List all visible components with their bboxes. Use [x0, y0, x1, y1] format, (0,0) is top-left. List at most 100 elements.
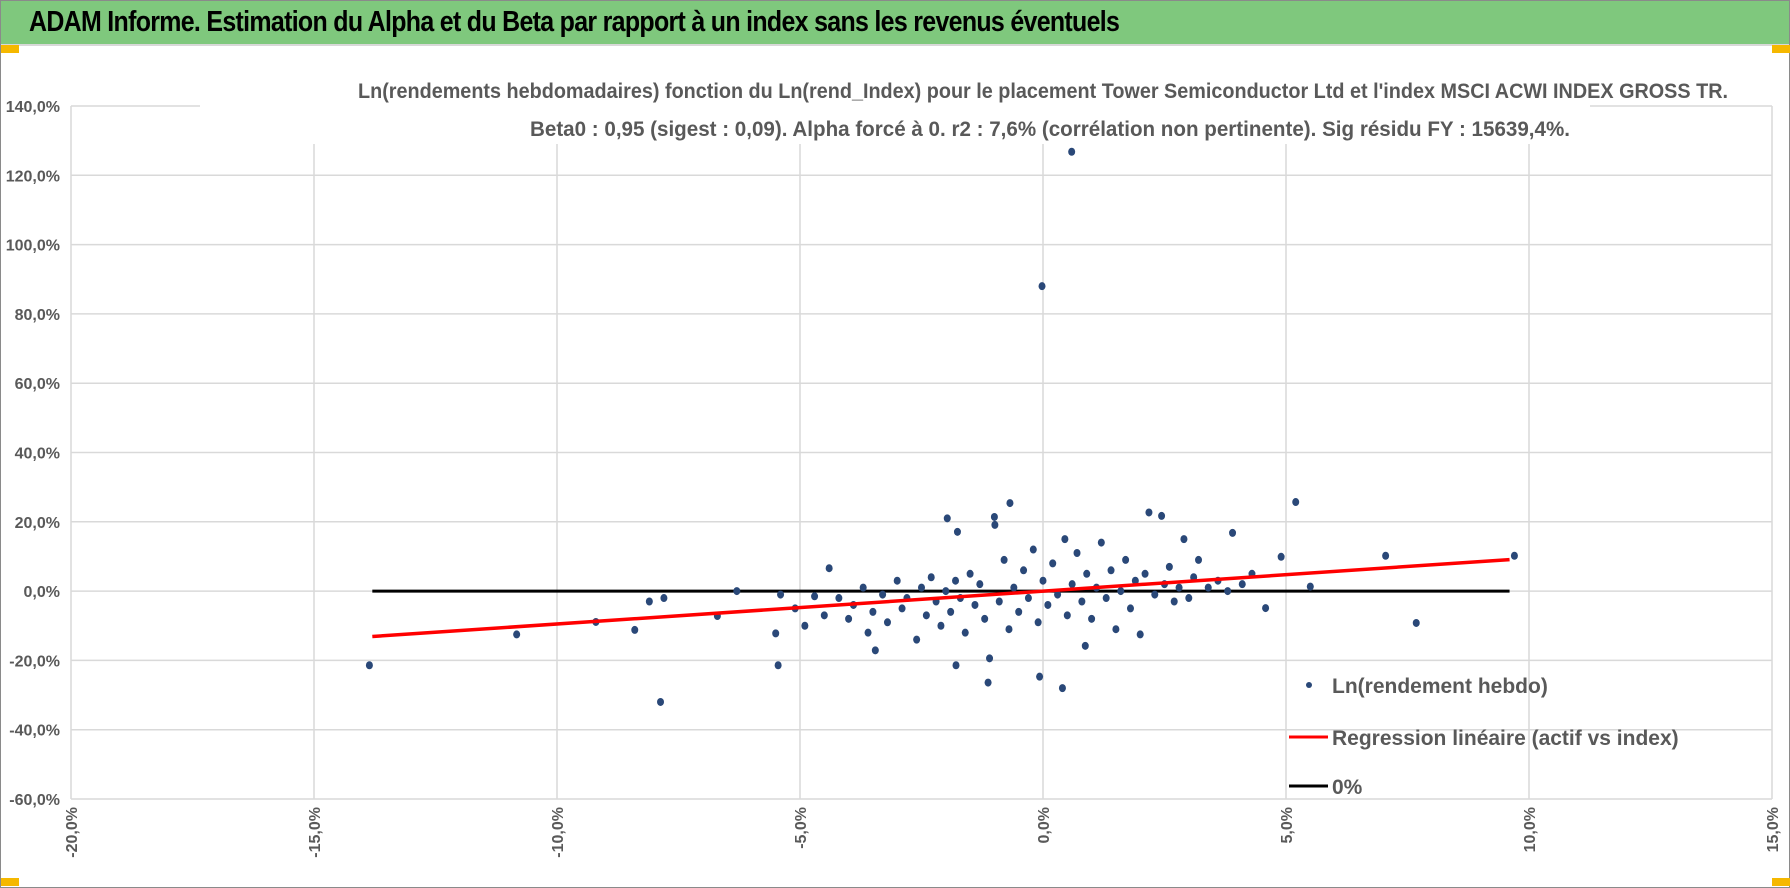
- title-background: [200, 78, 1590, 144]
- data-point: [1020, 566, 1028, 575]
- x-tick-label: 15,0%: [1765, 807, 1782, 852]
- data-point: [952, 576, 960, 585]
- data-point: [952, 661, 960, 670]
- data-point: [898, 604, 906, 613]
- data-point: [1141, 569, 1149, 578]
- data-point: [937, 621, 945, 630]
- data-point: [1195, 555, 1203, 564]
- data-point: [984, 678, 992, 687]
- data-point: [922, 611, 930, 620]
- data-point: [1229, 528, 1237, 537]
- data-point: [845, 614, 853, 623]
- legend-label-regression: Regression linéaire (actif vs index): [1332, 727, 1679, 750]
- data-point: [1044, 600, 1052, 609]
- data-point: [990, 512, 998, 521]
- x-tick-label: 10,0%: [1522, 807, 1539, 852]
- data-point: [942, 587, 950, 596]
- data-point: [1068, 147, 1076, 156]
- data-point: [871, 646, 879, 655]
- data-point: [1049, 559, 1057, 568]
- data-point: [966, 569, 974, 578]
- data-point: [1112, 625, 1120, 634]
- data-point: [1238, 580, 1246, 589]
- data-point: [1005, 625, 1013, 634]
- data-point: [1061, 535, 1069, 544]
- y-tick-label: 100,0%: [6, 238, 60, 255]
- data-point: [777, 590, 785, 599]
- data-point: [513, 630, 521, 639]
- data-point: [1126, 604, 1134, 613]
- data-point: [1131, 576, 1139, 585]
- data-point: [1170, 597, 1178, 606]
- legend-label-points: Ln(rendement hebdo): [1332, 675, 1548, 698]
- data-point: [1088, 614, 1096, 623]
- legend: Ln(rendement hebdo) Regression linéaire …: [1289, 675, 1679, 799]
- data-point: [1000, 555, 1008, 564]
- data-point: [1510, 551, 1518, 560]
- y-tick-label: 60,0%: [15, 376, 60, 393]
- x-tick-label: 5,0%: [1279, 807, 1296, 843]
- data-point: [1151, 590, 1159, 599]
- data-point: [1136, 630, 1144, 639]
- corner-marker: [1, 45, 19, 53]
- data-point: [1165, 562, 1173, 571]
- data-point: [1010, 583, 1018, 592]
- x-tick-label: -5,0%: [793, 807, 810, 849]
- x-tick-label: -15,0%: [307, 807, 324, 858]
- data-point: [1185, 594, 1193, 603]
- data-point: [1068, 580, 1076, 589]
- data-point: [953, 527, 961, 536]
- x-tick-label: -10,0%: [550, 807, 567, 858]
- y-tick-label: 120,0%: [6, 168, 60, 185]
- data-point: [1292, 498, 1300, 507]
- y-tick-label: 40,0%: [15, 446, 60, 463]
- data-point: [733, 587, 741, 596]
- data-point: [918, 583, 925, 592]
- data-point: [1006, 499, 1014, 508]
- y-tick-label: -20,0%: [9, 653, 60, 670]
- data-point: [971, 600, 979, 609]
- data-point: [883, 618, 891, 627]
- data-point: [893, 576, 901, 585]
- data-point: [811, 592, 819, 601]
- regression-line: [372, 557, 1510, 639]
- data-point: [995, 597, 1003, 606]
- data-point: [1015, 607, 1023, 616]
- data-point: [986, 654, 994, 663]
- data-point: [774, 661, 782, 670]
- data-point: [1097, 538, 1105, 547]
- data-point: [1122, 555, 1130, 564]
- data-point: [1204, 583, 1212, 592]
- data-point: [1102, 594, 1110, 603]
- data-point: [645, 597, 653, 606]
- report-header: ADAM Informe. Estimation du Alpha et du …: [1, 1, 1789, 46]
- data-point: [961, 628, 969, 637]
- data-point: [1145, 508, 1153, 517]
- data-point: [1039, 576, 1047, 585]
- data-point: [660, 594, 668, 603]
- corner-marker: [1772, 878, 1790, 886]
- data-point: [1117, 587, 1125, 596]
- corner-marker: [1, 878, 19, 886]
- data-point: [631, 625, 639, 634]
- data-point: [859, 583, 867, 592]
- legend-label-zero: 0%: [1332, 776, 1363, 799]
- data-point: [1081, 641, 1089, 650]
- data-point: [1058, 684, 1066, 693]
- data-point: [1063, 611, 1071, 620]
- data-point: [1024, 594, 1032, 603]
- data-point: [1382, 551, 1390, 560]
- data-point: [835, 594, 843, 603]
- data-point: [1083, 569, 1091, 578]
- corner-marker: [1772, 45, 1790, 53]
- data-point: [1306, 582, 1314, 591]
- data-point: [1224, 587, 1232, 596]
- y-tick-label: 140,0%: [6, 99, 60, 116]
- data-point: [1078, 597, 1086, 606]
- data-point: [1107, 566, 1115, 575]
- data-point: [981, 614, 989, 623]
- x-tick-label: 0,0%: [1036, 807, 1053, 843]
- data-point: [820, 611, 828, 620]
- data-point: [1180, 535, 1188, 544]
